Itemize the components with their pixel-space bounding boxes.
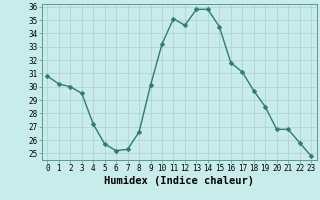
X-axis label: Humidex (Indice chaleur): Humidex (Indice chaleur) bbox=[104, 176, 254, 186]
